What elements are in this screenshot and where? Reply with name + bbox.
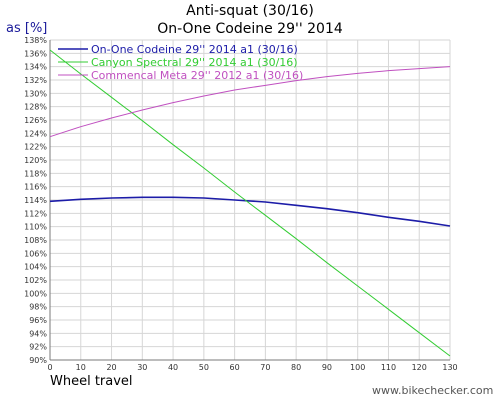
x-tick-label: 50 xyxy=(199,363,209,372)
y-axis-label: as [%] xyxy=(6,21,48,36)
x-tick-label: 70 xyxy=(260,363,270,372)
x-tick-label: 130 xyxy=(442,363,457,372)
y-tick-label: 94% xyxy=(29,329,47,338)
y-tick-label: 124% xyxy=(24,129,47,138)
x-tick-label: 40 xyxy=(168,363,178,372)
y-tick-label: 134% xyxy=(24,63,47,72)
legend-label-2: Canyon Spectral 29'' 2014 a1 (30/16) xyxy=(91,56,298,69)
y-tick-label: 114% xyxy=(24,196,47,205)
legend-label-1: On-One Codeine 29'' 2014 a1 (30/16) xyxy=(91,43,298,56)
y-tick-label: 92% xyxy=(29,343,47,352)
y-tick-label: 116% xyxy=(24,183,47,192)
legend-label-3: Commencal Meta 29'' 2012 a1 (30/16) xyxy=(91,69,303,82)
y-tick-label: 118% xyxy=(24,169,47,178)
y-tick-label: 120% xyxy=(24,156,47,165)
y-tick-label: 136% xyxy=(24,49,47,58)
series-line-2 xyxy=(49,49,451,357)
y-tick-label: 138% xyxy=(24,36,47,45)
x-tick-label: 20 xyxy=(106,363,116,372)
y-tick-label: 98% xyxy=(29,303,47,312)
y-tick-label: 130% xyxy=(24,89,47,98)
y-tick-label: 106% xyxy=(24,249,47,258)
y-tick-label: 100% xyxy=(24,289,47,298)
site-credit: www.bikechecker.com xyxy=(372,384,494,397)
chart-subtitle: On-One Codeine 29'' 2014 xyxy=(157,21,343,37)
y-tick-label: 126% xyxy=(24,116,47,125)
x-tick-label: 10 xyxy=(76,363,86,372)
x-tick-label: 110 xyxy=(381,363,396,372)
x-tick-label: 0 xyxy=(47,363,52,372)
x-tick-label: 60 xyxy=(230,363,240,372)
x-tick-label: 30 xyxy=(137,363,147,372)
y-tick-label: 108% xyxy=(24,236,47,245)
y-tick-label: 128% xyxy=(24,103,47,112)
x-tick-label: 100 xyxy=(350,363,365,372)
x-tick-label: 80 xyxy=(291,363,301,372)
y-tick-label: 104% xyxy=(24,263,47,272)
y-tick-label: 90% xyxy=(29,356,47,365)
y-tick-label: 102% xyxy=(24,276,47,285)
y-tick-label: 122% xyxy=(24,143,47,152)
x-tick-label: 120 xyxy=(412,363,427,372)
y-tick-label: 132% xyxy=(24,76,47,85)
series-line-3 xyxy=(49,66,451,138)
chart-title: Anti-squat (30/16) xyxy=(186,3,314,19)
y-tick-label: 110% xyxy=(24,223,47,232)
y-tick-label: 96% xyxy=(29,316,47,325)
x-tick-label: 90 xyxy=(322,363,332,372)
y-tick-label: 112% xyxy=(24,209,47,218)
series-line-1 xyxy=(49,196,451,227)
x-axis-label: Wheel travel xyxy=(50,374,133,389)
